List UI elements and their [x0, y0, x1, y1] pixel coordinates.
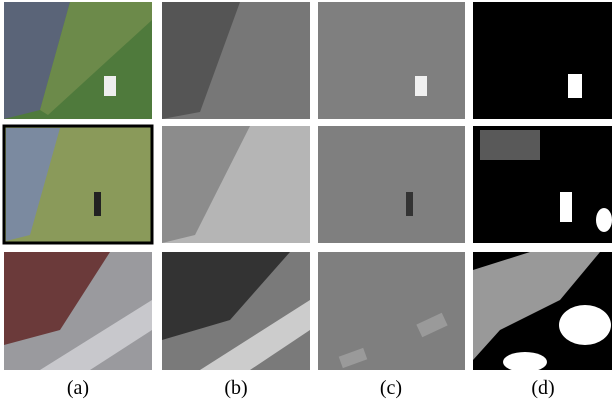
panel-d-row3	[473, 252, 612, 372]
panel-b-row2	[162, 126, 310, 243]
person	[406, 192, 413, 216]
person	[104, 76, 116, 96]
mask-blob	[503, 352, 547, 372]
mask-blob	[559, 305, 611, 345]
panel-c-row1	[318, 2, 465, 119]
panel-c-row2	[318, 126, 465, 243]
panel-d-row1	[473, 2, 612, 119]
panel-b-row3	[162, 252, 310, 370]
person	[94, 192, 101, 216]
mask-blob	[596, 208, 612, 232]
caption: (b)	[224, 377, 247, 399]
mask-noise	[480, 130, 540, 160]
caption: (a)	[67, 377, 89, 399]
figure: (a) (b) (c) (d)	[0, 0, 612, 404]
frame-bg	[473, 2, 612, 119]
mask-blob	[568, 74, 582, 98]
panel-b-row1	[162, 2, 310, 119]
mask-blob	[560, 192, 572, 222]
caption: (c)	[380, 377, 402, 399]
person	[415, 76, 427, 96]
panel-d-row2	[473, 126, 612, 243]
frame-bg	[318, 126, 465, 243]
caption: (d)	[531, 377, 554, 399]
panel-a-row1	[4, 2, 152, 119]
frame-bg	[318, 252, 465, 370]
panel-c-row3	[318, 252, 465, 370]
frame-bg	[318, 2, 465, 119]
panel-a-row3	[4, 252, 152, 370]
panel-a-row2	[4, 126, 152, 243]
